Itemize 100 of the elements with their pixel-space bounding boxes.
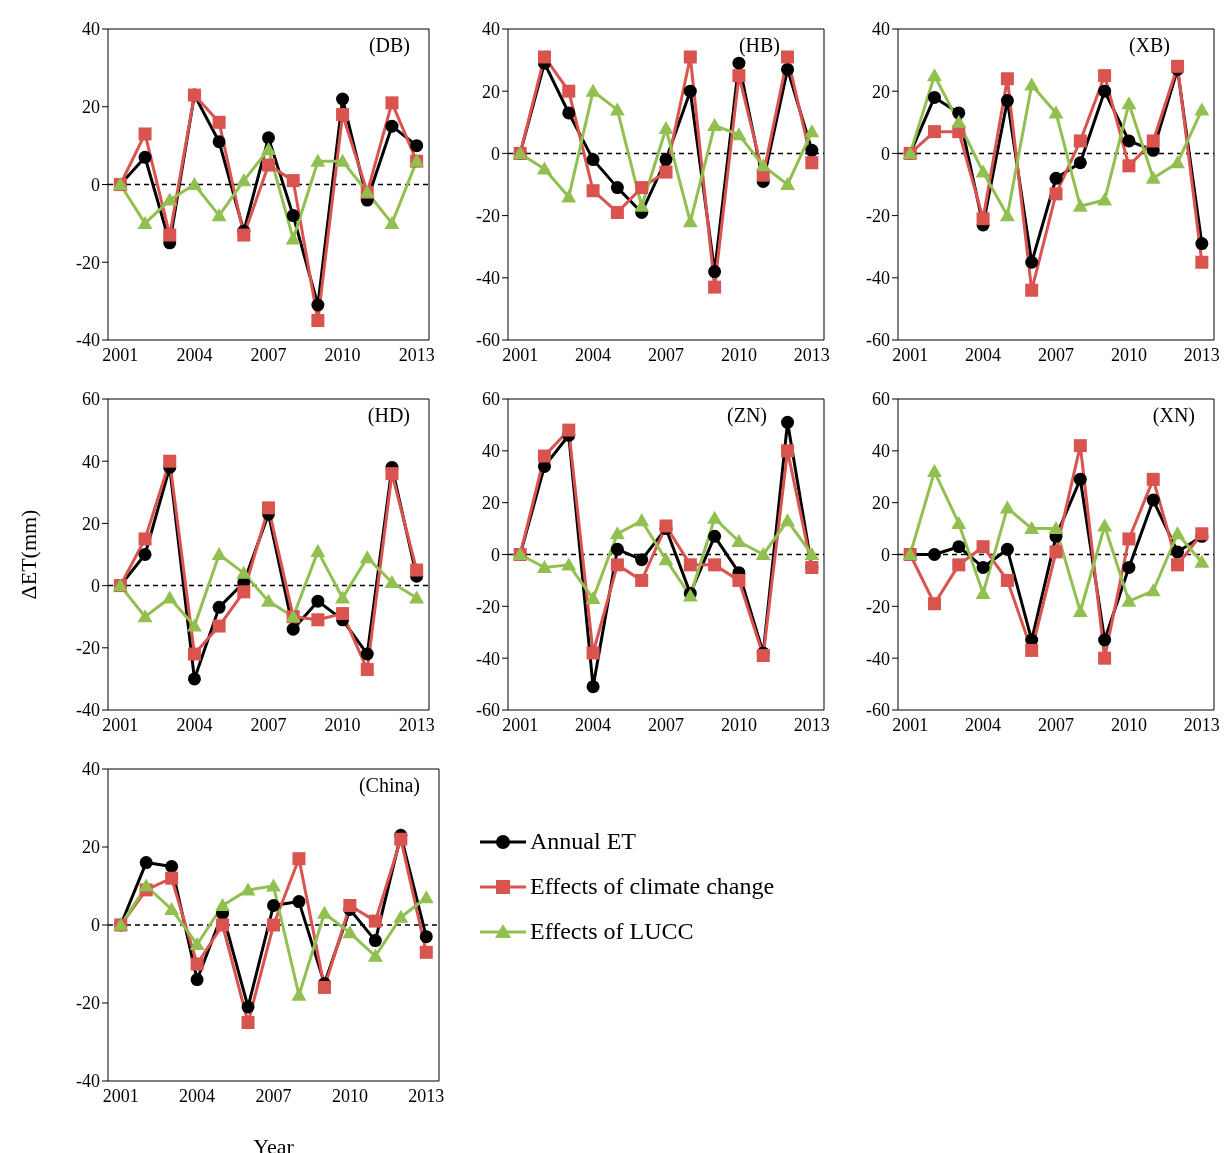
point xyxy=(138,532,152,546)
x-tick-label: 2010 xyxy=(324,344,361,365)
point xyxy=(926,464,942,478)
y-tick-label: -40 xyxy=(76,700,100,721)
point xyxy=(394,832,408,846)
point xyxy=(610,205,624,219)
point xyxy=(659,153,673,167)
point xyxy=(708,265,722,279)
point xyxy=(241,1000,255,1014)
point xyxy=(1073,439,1087,453)
point xyxy=(927,125,941,139)
y-tick-label: -60 xyxy=(866,330,890,351)
point xyxy=(138,548,152,561)
point xyxy=(926,68,942,82)
point xyxy=(682,214,698,228)
point xyxy=(215,898,231,912)
point xyxy=(286,622,300,636)
point xyxy=(1000,573,1014,587)
annotation: (ZN) xyxy=(727,404,767,427)
point xyxy=(262,501,275,515)
point xyxy=(586,184,600,198)
y-tick-label: -40 xyxy=(866,648,890,669)
point xyxy=(237,228,251,242)
point xyxy=(286,174,300,188)
point xyxy=(952,558,966,572)
point xyxy=(1146,472,1160,486)
point xyxy=(311,613,325,627)
point xyxy=(586,680,600,694)
x-tick-label: 2001 xyxy=(502,714,539,735)
y-axis-title: ΔET(mm) xyxy=(15,509,41,600)
point xyxy=(1121,593,1137,607)
point xyxy=(1195,255,1209,269)
point xyxy=(755,547,771,561)
point xyxy=(1145,170,1161,184)
point xyxy=(585,591,601,605)
point xyxy=(267,918,280,932)
y-tick-label: -40 xyxy=(76,330,100,351)
point xyxy=(536,161,552,175)
y-tick-label: -20 xyxy=(476,205,500,226)
x-tick-label: 2007 xyxy=(648,714,684,735)
point xyxy=(186,177,202,191)
point xyxy=(1146,134,1160,148)
point xyxy=(707,117,723,131)
point xyxy=(976,560,990,574)
point xyxy=(187,647,201,661)
point xyxy=(189,937,205,951)
point xyxy=(162,192,178,206)
point xyxy=(561,557,577,571)
point xyxy=(1121,96,1137,110)
point xyxy=(658,552,674,566)
point xyxy=(368,914,382,928)
point xyxy=(261,593,276,607)
x-tick-label: 2007 xyxy=(1038,714,1074,735)
x-tick-label: 2010 xyxy=(720,344,757,365)
point xyxy=(262,131,275,145)
y-tick-label: 20 xyxy=(482,493,500,514)
point xyxy=(138,127,152,141)
point xyxy=(267,899,280,912)
point xyxy=(609,102,625,116)
point xyxy=(707,510,723,524)
y-tick-label: -40 xyxy=(476,648,500,669)
y-tick-label: 20 xyxy=(82,837,100,858)
point xyxy=(755,158,771,172)
point xyxy=(804,124,820,138)
x-tick-label: 2007 xyxy=(250,344,287,365)
x-tick-label: 2004 xyxy=(965,344,1002,365)
point xyxy=(781,62,795,76)
point xyxy=(409,590,425,604)
point xyxy=(316,905,332,919)
point xyxy=(1098,84,1112,98)
point xyxy=(360,663,374,677)
point xyxy=(1073,156,1087,170)
point xyxy=(139,856,153,870)
x-tick-label: 2004 xyxy=(176,344,213,365)
x-tick-label: 2004 xyxy=(176,714,213,735)
point xyxy=(1194,554,1210,568)
point xyxy=(562,423,576,437)
x-tick-label: 2010 xyxy=(324,714,361,735)
point xyxy=(190,973,204,987)
y-tick-label: 60 xyxy=(872,389,890,410)
point xyxy=(1049,545,1063,559)
y-tick-label: 20 xyxy=(872,493,890,514)
point xyxy=(976,540,990,554)
point xyxy=(138,150,152,164)
y-tick-label: 20 xyxy=(872,81,890,102)
x-tick-label: 2007 xyxy=(250,714,287,735)
x-tick-label: 2007 xyxy=(648,344,684,365)
y-tick-label: 0 xyxy=(91,174,100,195)
x-tick-label: 2013 xyxy=(398,714,435,735)
point xyxy=(561,189,577,203)
point xyxy=(311,314,325,328)
y-tick-label: -20 xyxy=(76,993,100,1014)
point xyxy=(1098,651,1112,665)
point xyxy=(163,454,177,468)
point xyxy=(236,173,252,187)
x-tick-label: 2001 xyxy=(102,714,139,735)
y-tick-label: -20 xyxy=(76,638,100,659)
point xyxy=(1048,105,1064,119)
point xyxy=(610,181,624,195)
point xyxy=(311,298,325,312)
